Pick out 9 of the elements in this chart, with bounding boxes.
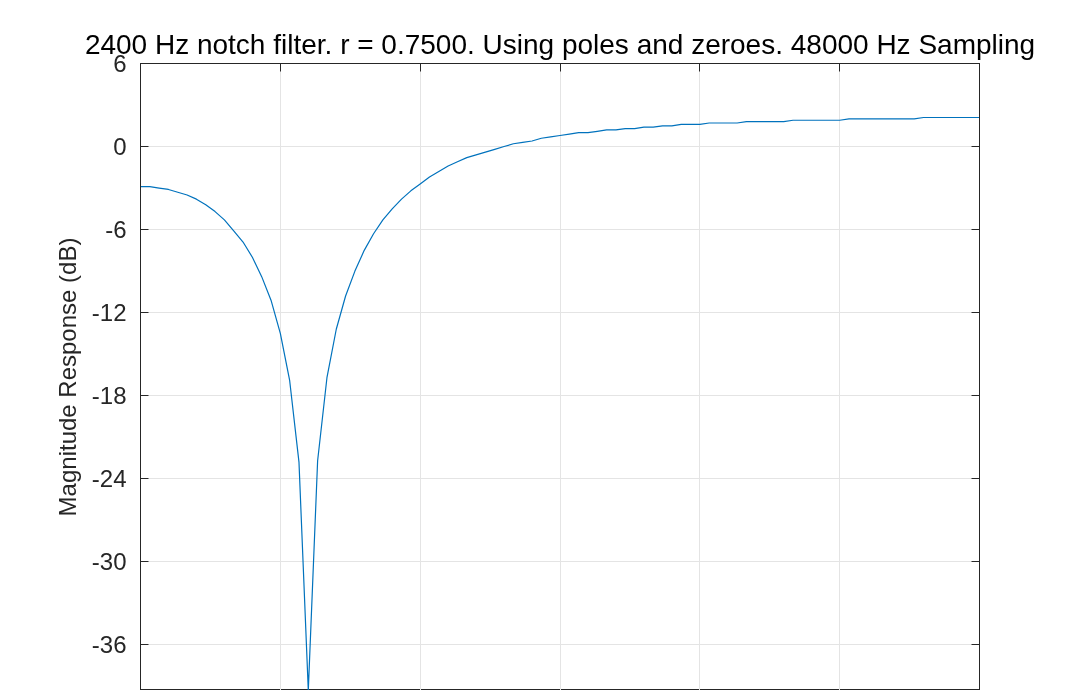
y-tick-label: -18 [91,382,127,410]
y-axis-title: Magnitude Response (dB) [53,237,81,517]
y-tick-label: -12 [91,299,127,327]
y-tick-label: 0 [113,133,127,161]
y-tick-label: -36 [91,631,127,659]
y-tick-label: -30 [91,548,127,576]
line-series [140,116,980,690]
y-tick-label: -24 [91,465,127,493]
y-tick-label: -6 [105,216,127,244]
